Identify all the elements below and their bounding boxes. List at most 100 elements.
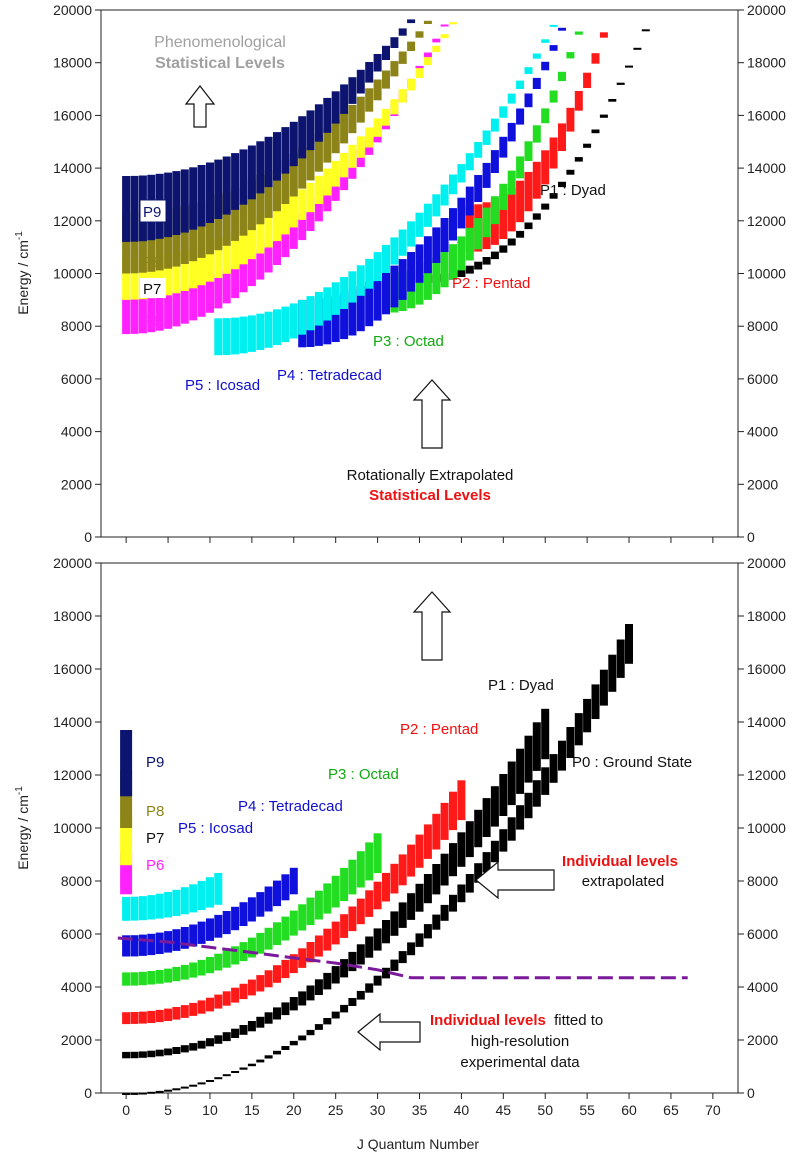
level-mark xyxy=(507,93,516,104)
level-mark xyxy=(541,767,550,795)
level-mark xyxy=(331,966,340,984)
rotational-up-arrow xyxy=(412,379,452,449)
level-mark xyxy=(499,774,508,816)
level-mark xyxy=(532,125,541,143)
level-mark xyxy=(373,975,382,986)
level-mark xyxy=(155,1009,164,1023)
level-mark xyxy=(331,160,340,187)
level-mark xyxy=(231,153,240,210)
top-label-p9-box xyxy=(139,199,167,223)
y-tick-label: 0 xyxy=(84,529,92,545)
bottom-label-p3: P3 : Octad xyxy=(328,766,399,783)
level-mark xyxy=(298,991,307,1006)
level-mark xyxy=(206,1080,214,1082)
level-mark xyxy=(390,265,399,308)
top-label-p9: P9 xyxy=(143,204,161,221)
level-mark xyxy=(155,893,164,919)
level-mark xyxy=(180,887,189,915)
y-tick-label: 4000 xyxy=(61,424,92,440)
level-mark xyxy=(432,257,441,295)
high-resolution-label: high-resolution xyxy=(471,1033,569,1050)
level-mark xyxy=(130,1051,139,1059)
level-mark xyxy=(407,41,416,51)
level-mark xyxy=(247,145,256,200)
level-mark xyxy=(197,880,206,911)
y-tick-label-right: 4000 xyxy=(747,979,778,995)
level-mark xyxy=(122,972,131,986)
level-mark xyxy=(382,872,390,902)
level-mark xyxy=(147,256,156,299)
series-p1 xyxy=(122,708,550,1059)
level-mark xyxy=(172,1088,181,1091)
series-p3 xyxy=(122,833,382,986)
level-mark xyxy=(222,318,231,355)
level-mark xyxy=(457,236,466,271)
level-mark xyxy=(440,853,449,886)
level-mark xyxy=(130,1092,139,1095)
y-tick-label-right: 10000 xyxy=(747,820,786,836)
level-mark xyxy=(382,271,390,315)
level-mark xyxy=(164,1089,173,1092)
level-mark xyxy=(289,1040,298,1046)
level-mark xyxy=(516,230,525,238)
x-tick-label: 25 xyxy=(328,1102,344,1118)
level-mark xyxy=(331,1011,340,1019)
level-mark xyxy=(356,851,365,888)
level-mark xyxy=(281,229,290,258)
level-mark xyxy=(398,89,407,103)
boundary-dashed-line xyxy=(117,936,688,980)
level-mark xyxy=(164,172,173,238)
y-tick-label: 14000 xyxy=(53,714,92,730)
level-mark xyxy=(273,880,281,907)
level-mark xyxy=(566,727,575,758)
level-mark xyxy=(382,70,390,89)
level-mark xyxy=(306,1029,315,1036)
level-mark xyxy=(465,821,474,858)
level-mark xyxy=(155,1090,164,1093)
level-mark xyxy=(214,195,223,251)
level-mark xyxy=(281,201,290,235)
level-mark xyxy=(147,933,156,956)
level-mark xyxy=(356,265,365,296)
top-label-p4: P4 : Tetradecad xyxy=(277,367,382,384)
level-mark xyxy=(432,914,441,930)
level-mark xyxy=(340,153,349,178)
top-label-p5: P5 : Icosad xyxy=(185,377,260,394)
level-mark xyxy=(532,161,541,199)
top-label-p3: P3 : Octad xyxy=(373,333,444,350)
y-tick-label-right: 14000 xyxy=(747,160,786,176)
x-tick-label: 40 xyxy=(454,1102,470,1118)
level-mark xyxy=(138,896,147,921)
y-tick-label-right: 20000 xyxy=(747,555,786,571)
level-mark xyxy=(423,874,432,904)
y-tick-label: 8000 xyxy=(61,873,92,889)
level-mark xyxy=(449,22,457,25)
level-mark xyxy=(415,834,424,868)
level-mark xyxy=(382,108,390,126)
level-mark xyxy=(532,213,541,220)
level-mark xyxy=(189,1084,198,1087)
level-mark xyxy=(172,1007,181,1020)
level-mark xyxy=(382,920,390,944)
level-mark xyxy=(130,972,139,986)
level-mark xyxy=(306,942,315,963)
level-mark xyxy=(415,68,424,78)
level-mark xyxy=(365,127,374,148)
level-mark xyxy=(247,979,256,996)
level-mark xyxy=(197,165,206,227)
level-mark xyxy=(474,261,483,270)
level-mark xyxy=(214,274,223,309)
level-mark xyxy=(549,45,558,51)
rotational-extrapolated-label: Rotationally Extrapolated xyxy=(347,467,514,484)
top-label-p1: P1 : Dyad xyxy=(540,182,606,199)
level-mark xyxy=(365,842,374,881)
level-mark xyxy=(415,933,424,947)
bottom-label-p6: P6 xyxy=(146,857,164,874)
level-mark xyxy=(398,259,407,300)
y-tick-label: 6000 xyxy=(61,371,92,387)
bottom-label-p8: P8 xyxy=(146,803,164,820)
extrapolated-label: extrapolated xyxy=(582,873,665,890)
level-mark xyxy=(507,170,516,195)
level-mark xyxy=(423,20,432,24)
level-mark xyxy=(474,142,483,158)
